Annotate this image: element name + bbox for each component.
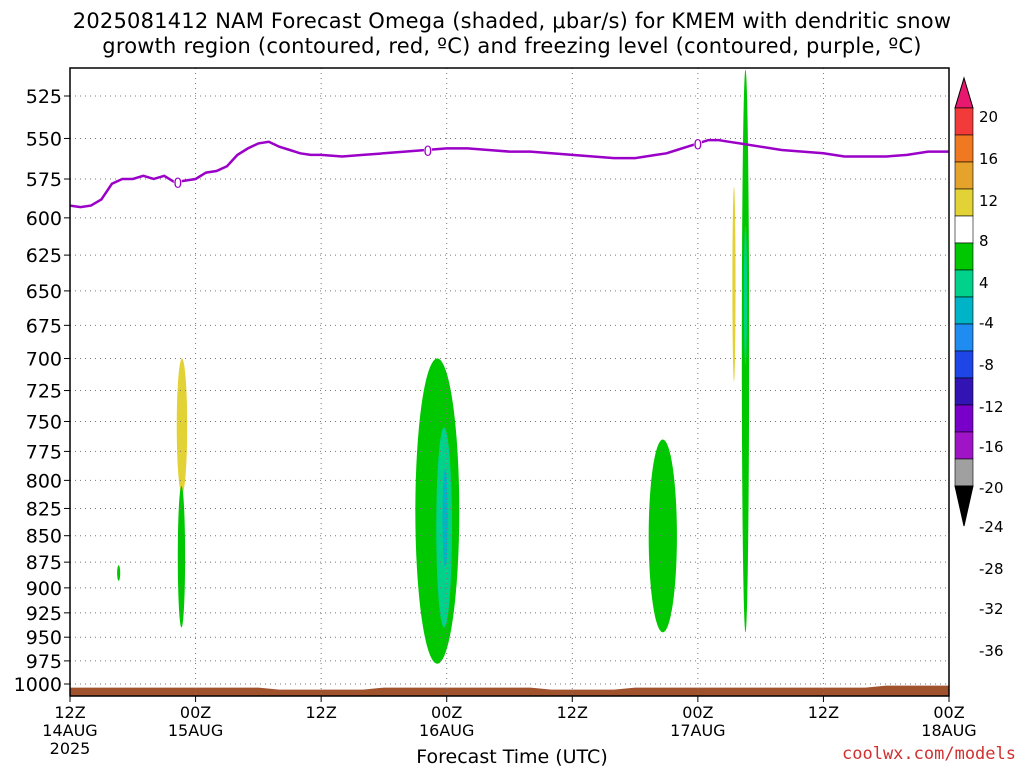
- colorbar-label-0: 20: [979, 108, 998, 126]
- y-tick-label-1000: 1000: [14, 674, 62, 696]
- colorbar-label-5: -4: [979, 314, 994, 332]
- colorbar-label-4: 4: [979, 274, 989, 292]
- y-tick-label-725: 725: [26, 381, 62, 403]
- omega-region-1: [732, 186, 736, 382]
- y-tick-label-850: 850: [26, 526, 62, 548]
- y-tick-label-875: 875: [26, 552, 62, 574]
- y-tick-label-700: 700: [26, 349, 62, 371]
- freezing-level-label-bg-0: [173, 176, 182, 191]
- x-tick-label-60-1: 00Z: [682, 703, 713, 722]
- colorbar-swatch-14: [954, 458, 974, 487]
- y-tick-label-775: 775: [26, 441, 62, 463]
- x-tick-label-0-3: 2025: [50, 739, 91, 758]
- omega-region-0: [176, 358, 188, 494]
- y-tick-label-625: 625: [26, 245, 62, 267]
- x-tick-label-0-1: 12Z: [54, 703, 85, 722]
- site-credit[interactable]: coolwx.com/models: [842, 744, 1016, 764]
- colorbar-swatch-8: [954, 296, 974, 325]
- colorbar-label-13: -36: [979, 642, 1004, 660]
- freezing-level-label-2: 0: [693, 137, 702, 153]
- colorbar-bottom-arrow: [954, 485, 974, 527]
- colorbar-swatch-9: [954, 323, 974, 352]
- colorbar-label-7: -12: [979, 398, 1004, 416]
- freezing-level-line: [70, 138, 949, 209]
- colorbar-swatch-5: [954, 215, 974, 244]
- colorbar-swatch-11: [954, 377, 974, 406]
- colorbar-label-8: -16: [979, 438, 1004, 456]
- omega-region-7: [648, 439, 677, 633]
- x-tick-label-60-2: 17AUG: [670, 721, 725, 740]
- freezing-level-label-1: 0: [423, 144, 432, 160]
- omega-region-9: [743, 225, 748, 366]
- colorbar-label-3: 8: [979, 232, 989, 250]
- x-tick-label-72-1: 12Z: [808, 703, 839, 722]
- colorbar-label-6: -8: [979, 356, 994, 374]
- y-tick-label-925: 925: [26, 603, 62, 625]
- colorbar-swatch-10: [954, 350, 974, 379]
- colorbar-swatch-1: [954, 107, 974, 136]
- colorbar-label-2: 12: [979, 192, 998, 210]
- y-tick-label-975: 975: [26, 651, 62, 673]
- freezing-level-label-bg-2: [693, 137, 702, 152]
- x-tick-label-84-2: 18AUG: [921, 721, 976, 740]
- omega-region-2: [117, 565, 121, 581]
- colorbar-swatch-4: [954, 188, 974, 217]
- x-tick-label-36-2: 16AUG: [419, 721, 474, 740]
- x-tick-label-36-1: 00Z: [431, 703, 462, 722]
- y-tick-label-800: 800: [26, 470, 62, 492]
- y-tick-label-825: 825: [26, 498, 62, 520]
- y-tick-label-575: 575: [26, 169, 62, 191]
- colorbar-swatch-12: [954, 404, 974, 433]
- y-tick-label-550: 550: [26, 128, 62, 150]
- terrain-band: [70, 685, 949, 696]
- x-tick-label-84-1: 00Z: [933, 703, 964, 722]
- colorbar-label-9: -20: [979, 479, 1004, 497]
- y-tick-label-900: 900: [26, 578, 62, 600]
- colorbar-swatch-2: [954, 134, 974, 163]
- x-axis-label: Forecast Time (UTC): [416, 746, 608, 768]
- colorbar-swatch-7: [954, 269, 974, 298]
- colorbar-label-1: 16: [979, 150, 998, 168]
- colorbar-swatch-6: [954, 242, 974, 271]
- colorbar-swatch-3: [954, 161, 974, 190]
- plot-frame: [69, 67, 950, 697]
- x-tick-label-0-2: 14AUG: [42, 721, 97, 740]
- colorbar-label-12: -32: [979, 600, 1004, 618]
- colorbar-label-10: -24: [979, 518, 1004, 536]
- colorbar-swatch-13: [954, 431, 974, 460]
- colorbar-label-11: -28: [979, 560, 1004, 578]
- y-tick-label-675: 675: [26, 315, 62, 337]
- freezing-level-label-bg-1: [423, 143, 432, 158]
- y-tick-label-650: 650: [26, 281, 62, 303]
- x-tick-label-48-1: 12Z: [557, 703, 588, 722]
- y-tick-label-525: 525: [26, 86, 62, 108]
- colorbar-top-arrow: [954, 76, 974, 109]
- y-tick-label-750: 750: [26, 411, 62, 433]
- y-tick-label-600: 600: [26, 208, 62, 230]
- x-tick-label-24-1: 12Z: [305, 703, 336, 722]
- freezing-level-label-0: 0: [173, 176, 182, 192]
- chart-title-line-1: 2025081412 NAM Forecast Omega (shaded, μ…: [72, 9, 952, 33]
- y-tick-label-950: 950: [26, 627, 62, 649]
- chart-title-line-2: growth region (contoured, red, ºC) and f…: [102, 34, 922, 58]
- x-tick-label-12-2: 15AUG: [168, 721, 223, 740]
- x-tick-label-12-1: 00Z: [180, 703, 211, 722]
- omega-region-3: [177, 486, 186, 628]
